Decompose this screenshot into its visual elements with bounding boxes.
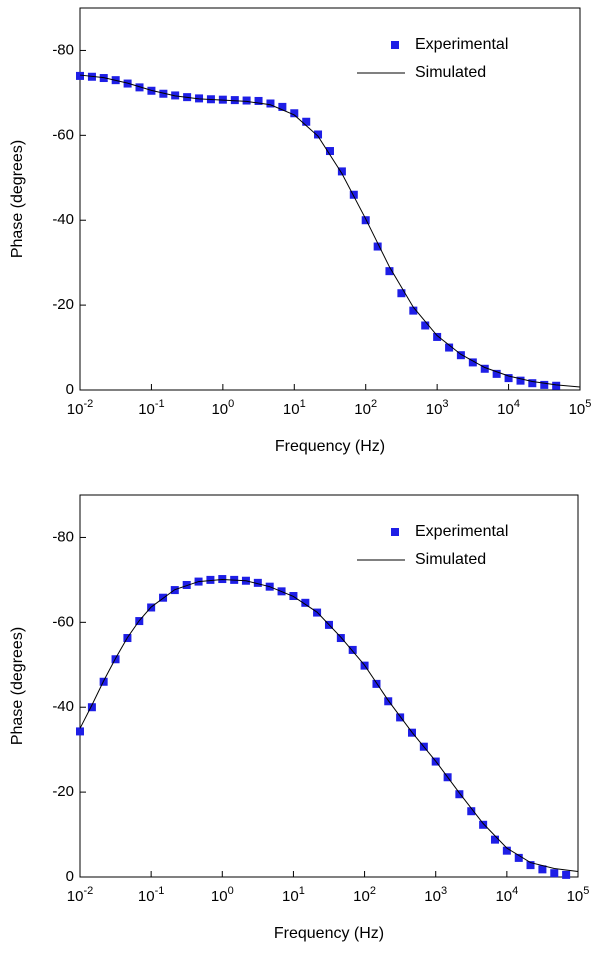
plot-frame <box>80 495 578 877</box>
legend-label: Simulated <box>415 551 486 568</box>
data-point <box>302 118 310 126</box>
x-tick-label: 102 <box>354 398 377 418</box>
chart: 0 -20 -40 -60 -80 10-2 10-1 100 101 102 103 104 105 F… <box>9 495 589 942</box>
x-tick-label: 104 <box>497 398 520 418</box>
data-point <box>243 97 251 105</box>
x-tick-label: 10-1 <box>138 885 164 905</box>
x-axis-label: Frequency (Hz) <box>274 925 384 942</box>
data-point <box>314 130 322 138</box>
y-tick-label: -20 <box>52 783 74 800</box>
plot-frame <box>80 8 580 390</box>
y-tick-label: -80 <box>52 528 74 545</box>
x-axis-label: Frequency (Hz) <box>275 438 385 455</box>
data-point <box>479 821 487 829</box>
data-point <box>562 871 570 879</box>
y-tick-label: -60 <box>52 126 74 143</box>
x-tick-label: 10-1 <box>138 398 164 418</box>
data-point <box>76 72 84 80</box>
x-tick-label: 100 <box>211 885 234 905</box>
x-tick-label: 103 <box>424 885 447 905</box>
x-tick-label: 10-2 <box>67 885 93 905</box>
legend-marker <box>391 41 399 49</box>
y-tick-label: -80 <box>52 41 74 58</box>
legend-label: Experimental <box>415 36 508 53</box>
y-tick-label: -20 <box>52 296 74 313</box>
x-tick-label: 101 <box>282 885 305 905</box>
chart: 0 -20 -40 -60 -80 10-2 10-1 100 101 102 103 104 105 F… <box>9 8 591 455</box>
data-point <box>550 869 558 877</box>
data-point <box>540 381 548 389</box>
y-axis-label: Phase (degrees) <box>9 627 26 745</box>
y-tick-label: -40 <box>52 698 74 715</box>
data-point <box>362 216 370 224</box>
x-tick-label: 104 <box>495 885 518 905</box>
legend-marker <box>391 528 399 536</box>
data-point <box>491 836 499 844</box>
data-point <box>433 333 441 341</box>
sim-line <box>80 75 580 387</box>
x-tick-label: 105 <box>567 885 590 905</box>
x-tick-label: 105 <box>569 398 592 418</box>
y-tick-label: 0 <box>66 868 74 885</box>
data-point <box>397 289 405 297</box>
y-tick-label: -60 <box>52 613 74 630</box>
y-tick-label: -40 <box>52 211 74 228</box>
legend-label: Simulated <box>415 64 486 81</box>
x-tick-label: 100 <box>211 398 234 418</box>
y-tick-label: 0 <box>66 381 74 398</box>
x-tick-label: 103 <box>426 398 449 418</box>
x-tick-label: 101 <box>283 398 306 418</box>
data-point <box>552 382 560 390</box>
data-point <box>76 727 84 735</box>
y-axis-label: Phase (degrees) <box>9 140 26 258</box>
legend-label: Experimental <box>415 523 508 540</box>
x-tick-label: 10-2 <box>67 398 93 418</box>
x-tick-label: 102 <box>353 885 376 905</box>
